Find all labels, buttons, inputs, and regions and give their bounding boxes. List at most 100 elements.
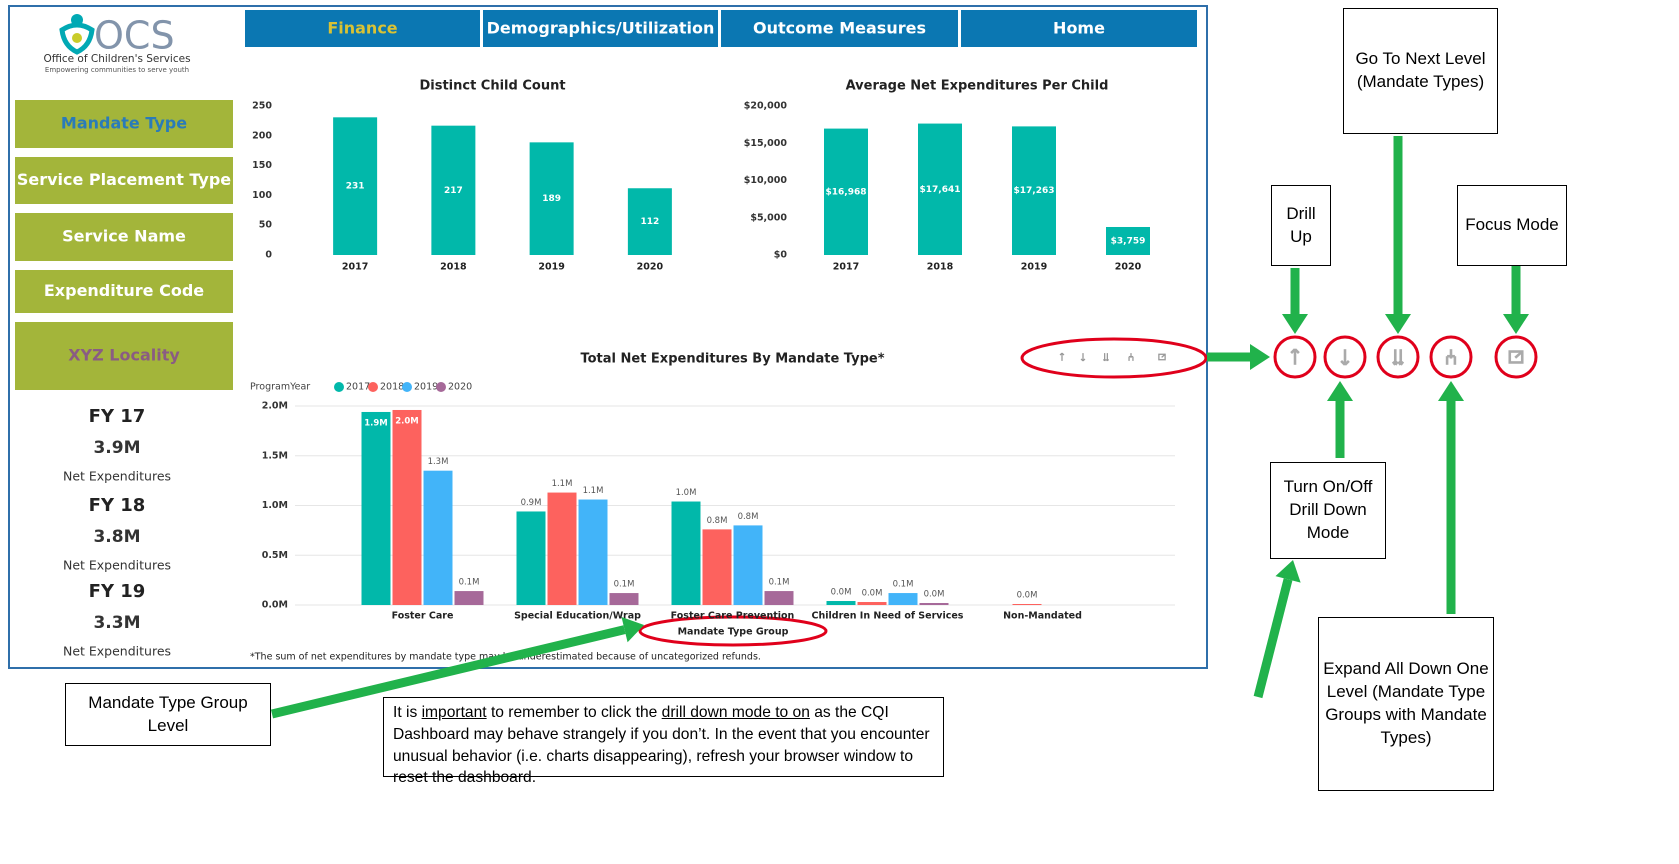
filter-button-label: Expenditure Code bbox=[44, 281, 204, 300]
note-text: It is bbox=[393, 704, 422, 721]
callout-arrowhead bbox=[1385, 314, 1411, 334]
data-label: 189 bbox=[542, 194, 561, 204]
chart-title: Distinct Child Count bbox=[419, 79, 565, 94]
y-tick-label: $20,000 bbox=[744, 101, 788, 112]
chart-title: Total Net Expenditures By Mandate Type* bbox=[580, 352, 884, 367]
chart-title: Average Net Expenditures Per Child bbox=[846, 79, 1109, 94]
data-label: 1.1M bbox=[583, 486, 604, 496]
filter-button-label: Service Name bbox=[62, 227, 186, 246]
nav-tab-label: Demographics/Utilization bbox=[487, 19, 715, 38]
icon-stroke bbox=[1061, 352, 1065, 356]
data-label: 0.1M bbox=[769, 578, 790, 588]
data-label: 0.8M bbox=[738, 512, 759, 522]
x-tick-label: Children In Need of Services bbox=[812, 611, 964, 622]
data-label: 0.1M bbox=[459, 578, 480, 588]
filter-button[interactable] bbox=[15, 100, 233, 148]
icon-stroke bbox=[1161, 353, 1166, 358]
kpi-value: 3.9M bbox=[93, 438, 140, 458]
x-tick-label: 2018 bbox=[927, 262, 954, 273]
y-tick-label: $5,000 bbox=[750, 212, 787, 223]
kpi-year: FY 18 bbox=[89, 495, 146, 516]
icon-stroke bbox=[1158, 353, 1166, 361]
data-label: 1.1M bbox=[552, 479, 573, 489]
y-tick-label: 50 bbox=[259, 220, 273, 231]
bar bbox=[454, 591, 484, 605]
callout-box: Turn On/Off Drill Down Mode bbox=[1270, 462, 1386, 559]
kpi-value: 3.8M bbox=[93, 527, 140, 547]
callout-arrowhead bbox=[1503, 314, 1529, 334]
callout-box: Mandate Type Group Level bbox=[65, 683, 271, 746]
bar bbox=[824, 128, 868, 255]
y-tick-label: 1.5M bbox=[262, 450, 288, 461]
filter-button[interactable] bbox=[15, 213, 233, 261]
highlight-ellipse bbox=[1020, 337, 1208, 379]
legend-swatch bbox=[402, 382, 412, 392]
data-label: 0.1M bbox=[614, 580, 635, 590]
y-tick-label: 200 bbox=[252, 130, 272, 141]
data-label: 0.0M bbox=[1017, 591, 1038, 601]
bar bbox=[431, 125, 476, 255]
kpi-label: Net Expenditures bbox=[63, 469, 171, 484]
nav-tab-label: Outcome Measures bbox=[753, 19, 926, 38]
bar bbox=[1106, 226, 1150, 255]
y-tick-label: 250 bbox=[252, 101, 272, 112]
legend-swatch bbox=[368, 382, 378, 392]
callout-box: Go To Next Level (Mandate Types) bbox=[1343, 8, 1498, 134]
icon-stroke bbox=[1344, 359, 1350, 366]
filter-button[interactable] bbox=[15, 322, 233, 390]
x-tick-label: Foster Care bbox=[392, 611, 454, 622]
bar bbox=[702, 529, 732, 605]
data-label: 0.1M bbox=[893, 580, 914, 590]
y-tick-label: $15,000 bbox=[744, 138, 788, 149]
logo-text: OCS bbox=[94, 14, 175, 58]
kpi-label: Net Expenditures bbox=[63, 558, 171, 573]
data-label: $17,263 bbox=[1014, 186, 1055, 196]
filter-button[interactable] bbox=[15, 157, 233, 204]
legend-label: 2020 bbox=[448, 382, 472, 393]
bar bbox=[733, 525, 763, 605]
bar bbox=[516, 511, 546, 605]
bar bbox=[888, 593, 918, 605]
x-tick-label: Special Education/Wrap bbox=[514, 611, 641, 622]
legend-label: 2019 bbox=[414, 382, 438, 393]
data-label: 1.3M bbox=[428, 457, 449, 467]
data-label: 112 bbox=[640, 217, 659, 227]
bar bbox=[529, 142, 574, 255]
nav-tab bbox=[721, 10, 958, 47]
data-label: 1.9M bbox=[364, 418, 388, 428]
x-tick-label: 2020 bbox=[637, 262, 664, 273]
bar bbox=[578, 499, 608, 605]
x-tick-label: 2019 bbox=[538, 262, 564, 273]
note-text: drill down mode to on bbox=[661, 704, 810, 721]
highlight-circle bbox=[1376, 335, 1420, 379]
kpi-year: FY 17 bbox=[89, 406, 146, 427]
kpi-value: 3.3M bbox=[93, 613, 140, 633]
icon-stroke bbox=[1394, 360, 1399, 366]
callout-arrowhead bbox=[621, 617, 644, 643]
bar bbox=[857, 602, 887, 605]
legend-label: 2018 bbox=[380, 382, 404, 393]
icon-stroke bbox=[1399, 360, 1405, 366]
note-text: as the CQI Dashboard may behave strangel… bbox=[393, 704, 930, 787]
callout-arrow bbox=[270, 625, 626, 719]
x-tick-label: 2019 bbox=[1021, 262, 1047, 273]
note: It is important to remember to click the… bbox=[383, 697, 944, 786]
icon-stroke bbox=[1294, 348, 1300, 355]
y-tick-label: 150 bbox=[252, 160, 272, 171]
data-label: 2.0M bbox=[395, 416, 419, 426]
bar bbox=[919, 603, 949, 605]
filter-button[interactable] bbox=[15, 270, 233, 313]
x-tick-label: 2020 bbox=[1115, 262, 1142, 273]
x-axis-label: Mandate Type Group bbox=[678, 627, 789, 638]
y-tick-label: $0 bbox=[774, 250, 788, 261]
callout-arrowhead bbox=[1282, 314, 1308, 334]
x-tick-label: 2017 bbox=[342, 262, 368, 273]
y-tick-label: 0.0M bbox=[262, 600, 288, 611]
nav-tab-label: Finance bbox=[327, 19, 397, 38]
icon-stroke bbox=[1104, 358, 1107, 362]
logo-dot bbox=[72, 33, 82, 43]
y-tick-label: $10,000 bbox=[744, 175, 788, 186]
nav-tab-label: Home bbox=[1053, 19, 1105, 38]
bar bbox=[826, 601, 856, 605]
